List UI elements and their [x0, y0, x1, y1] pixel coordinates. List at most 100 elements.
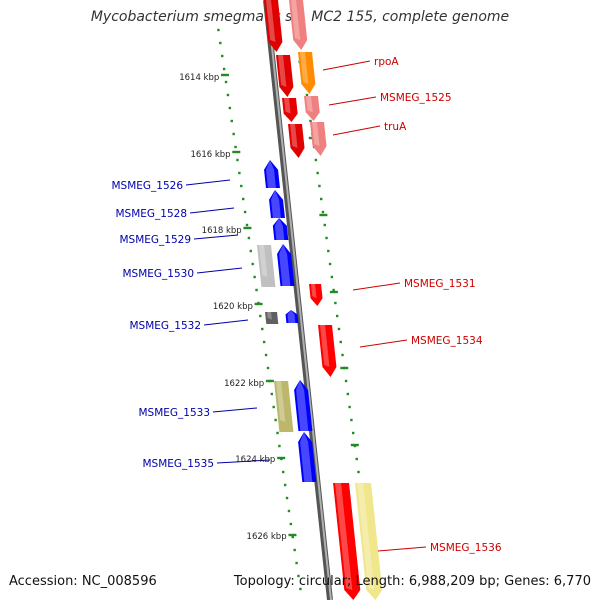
callout-label-MSMEG_1526: MSMEG_1526: [111, 180, 183, 192]
callout-label-MSMEG_1531: MSMEG_1531: [404, 278, 476, 290]
gene-fwd-top-pale: [289, 0, 308, 50]
gene-callouts: rpoA MSMEG_1525 truA MSMEG_1531 MSMEG_1534 MS…: [111, 56, 501, 554]
tick-dot: [236, 158, 239, 162]
gene-fwd-top-shape: [264, 0, 283, 52]
tick-dash: [254, 302, 263, 306]
tick-dot: [291, 535, 294, 539]
callout-line-fwd: [352, 282, 401, 291]
scale-label: 1624 kbp: [235, 455, 275, 465]
scale-label: 1620 kbp: [213, 302, 253, 312]
callout-line-rev: [185, 179, 231, 186]
tick-dot: [234, 145, 237, 149]
callout-label-MSMEG_1533: MSMEG_1533: [138, 407, 210, 419]
gene-MSMEG_1535-shape: [298, 432, 317, 482]
gene-MSMEG_1531-shape: [309, 284, 323, 306]
scale-label: 1614 kbp: [179, 73, 219, 83]
gene-MSMEG_1525-shape: [298, 52, 316, 94]
tick-dot: [321, 210, 325, 214]
gene-fwd-top: [264, 0, 283, 52]
gene-MSMEG_1532: [285, 310, 299, 323]
tick-dot: [253, 275, 256, 279]
tick-dot: [327, 249, 330, 253]
tick-dot: [287, 509, 291, 513]
tick-dot: [323, 223, 326, 227]
tick-dot: [217, 28, 220, 32]
scale-label: 1622 kbp: [224, 379, 264, 389]
tick-dot: [289, 522, 293, 526]
gene-MSMEG_1533-khaki: [274, 381, 294, 432]
gene-MSMEG_1529: [272, 218, 289, 240]
callout-line-rev: [196, 267, 243, 274]
gene-MSMEG_1534: [318, 325, 337, 377]
gene-fwd-top-pale-shape: [289, 0, 308, 50]
gene-truA: [288, 124, 305, 158]
backbone-highlight: [266, 0, 332, 600]
gene-fwd-small-shape: [282, 98, 298, 122]
tick-dot: [262, 340, 266, 344]
gene-MSMEG_1536a: [333, 483, 361, 600]
callout-line-fwd: [377, 546, 427, 552]
tick-dot: [316, 171, 319, 175]
gene-fwd-small-pale-shape: [304, 96, 320, 121]
tick-dot: [335, 314, 339, 318]
callout-label-MSMEG_1525: MSMEG_1525: [380, 92, 452, 104]
gene-MSMEG_1526-shape: [264, 160, 280, 188]
callout-label-MSMEG_1532: MSMEG_1532: [129, 320, 201, 332]
tick-dot: [272, 405, 275, 409]
tick-dot: [266, 366, 270, 370]
callout-line-rev: [189, 207, 235, 214]
tick-dot: [251, 262, 254, 266]
tick-dash: [350, 443, 359, 447]
tick-dot: [319, 197, 323, 201]
gene-MSMEG_1530-grey: [257, 245, 276, 287]
tick-dot: [325, 236, 328, 240]
callout-label-MSMEG_1530: MSMEG_1530: [122, 268, 194, 280]
tick-dot: [330, 275, 334, 279]
tick-dot: [249, 249, 253, 253]
callout-label-MSMEG_1529: MSMEG_1529: [119, 234, 191, 246]
callout-line-rev: [212, 407, 258, 413]
tick-dot: [243, 210, 247, 214]
tick-dash: [340, 366, 349, 370]
tick-dot: [232, 132, 235, 136]
scale-ticks: 1614 kbp 1616 kbp 1618 kbp 1620 kbp 1622 kbp…: [179, 73, 286, 542]
tick-dash: [288, 533, 297, 537]
tick-dash: [277, 456, 286, 460]
tick-dash: [319, 213, 328, 217]
tick-dot: [255, 288, 258, 292]
tick-dot: [240, 184, 243, 188]
tick-dot: [334, 301, 337, 305]
tick-dot: [230, 119, 233, 123]
tick-dot: [283, 483, 287, 487]
gene-MSMEG_1534-shape: [318, 325, 337, 377]
tick-dot: [337, 327, 341, 331]
tick-dot: [278, 444, 281, 448]
tick-dot: [241, 197, 245, 201]
gene-MSMEG_1533: [294, 380, 313, 431]
tick-dot: [224, 80, 228, 84]
tick-dot: [318, 184, 321, 188]
tick-dot: [282, 470, 285, 474]
tick-dash: [243, 226, 252, 230]
gene-truA-pale: [310, 122, 327, 156]
gene-MSMEG_1536b: [355, 483, 383, 600]
gene-MSMEG_1536b-shape: [355, 483, 383, 600]
tick-dot: [339, 340, 342, 344]
tick-dot: [297, 574, 300, 578]
tick-dot: [295, 561, 298, 565]
tick-dot: [219, 41, 222, 45]
tick-dot: [270, 392, 273, 396]
tick-dot: [341, 353, 344, 357]
tick-dash: [232, 150, 241, 154]
callout-label-truA: truA: [384, 121, 407, 133]
tick-dot: [245, 223, 249, 227]
tick-dash: [329, 290, 338, 294]
gene-truA-shape: [288, 124, 305, 158]
callout-label-MSMEG_1535: MSMEG_1535: [142, 458, 214, 470]
callout-line-rev: [203, 319, 249, 326]
tick-dash: [221, 73, 229, 77]
topology-label: Topology: circular; Length: 6,988,209 bp…: [233, 574, 591, 589]
gene-rpoA-shape: [276, 55, 294, 97]
tick-dot: [261, 327, 264, 331]
gene-MSMEG_1532-grey: [265, 312, 279, 324]
